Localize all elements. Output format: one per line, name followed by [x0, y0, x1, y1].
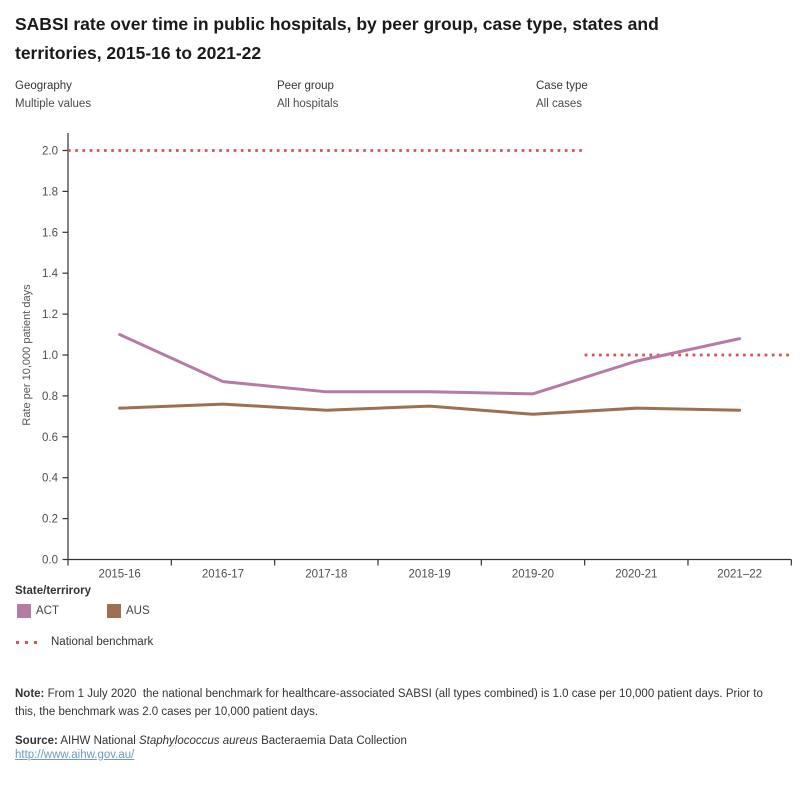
source-italic: Staphylococcus aureus	[139, 735, 258, 747]
benchmark-dots-icon	[16, 640, 43, 644]
legend-benchmark-label: National benchmark	[51, 636, 154, 648]
x-tick-label: 2015-16	[99, 569, 141, 581]
x-tick-label: 2016-17	[202, 569, 244, 581]
filter-peer-group[interactable]: Peer group All hospitals	[277, 78, 338, 112]
filter-geography-label: Geography	[15, 80, 72, 92]
filter-peer-group-label: Peer group	[277, 80, 334, 92]
x-tick-label: 2019-20	[512, 569, 554, 581]
y-tick-label: 1.8	[42, 186, 58, 198]
y-tick-label: 0.2	[42, 514, 58, 526]
legend-items: ACT AUS	[17, 604, 197, 618]
filter-peer-group-value[interactable]: All hospitals	[277, 98, 339, 110]
aus-swatch-icon	[107, 604, 121, 618]
source-post: Bacteraemia Data Collection	[257, 735, 407, 747]
legend-item-aus[interactable]: AUS	[107, 604, 197, 618]
y-tick-label: 1.6	[42, 227, 58, 239]
x-tick-label: 2021–22	[717, 569, 762, 581]
series-line-aus[interactable]	[118, 402, 742, 416]
source-pre: AIHW National	[57, 735, 139, 747]
note-text: From 1 July 2020 the national benchmark …	[15, 688, 767, 718]
filter-geography-value[interactable]: Multiple values	[15, 98, 92, 110]
line-chart: 0.0 0.2 0.4 0.6 0.8 1.0 1.2 1.4 1.6 1.8 2.0 2015-16…	[21, 133, 792, 581]
filter-case-type-label: Case type	[536, 80, 588, 92]
legend-item-act-label: ACT	[36, 605, 59, 617]
y-tick-label: 0.4	[42, 473, 59, 485]
note: Note: From 1 July 2020 the national benc…	[15, 685, 787, 721]
source-link[interactable]: http://www.aihw.gov.au/	[15, 749, 135, 761]
x-tick-label: 2017-18	[305, 569, 347, 581]
y-tick-label: 1.2	[42, 309, 58, 321]
legend-title: State/terrirory	[15, 585, 92, 597]
y-tick-label: 0.6	[42, 432, 58, 444]
source-label: Source:	[15, 735, 58, 747]
filter-geography[interactable]: Geography Multiple values	[15, 78, 91, 112]
y-tick-label: 1.4	[42, 268, 59, 280]
x-tick-label: 2018-19	[409, 569, 451, 581]
y-tick-label: 1.0	[42, 350, 58, 362]
y-tick-label: 0.8	[42, 391, 58, 403]
y-tick-label: 2.0	[42, 146, 58, 158]
legend-item-act[interactable]: ACT	[17, 604, 107, 618]
y-tick-label: 0.0	[42, 555, 58, 567]
filter-case-type-value[interactable]: All cases	[536, 98, 583, 110]
series-line-act[interactable]	[118, 333, 742, 396]
legend-benchmark[interactable]: National benchmark	[16, 636, 153, 648]
filter-case-type[interactable]: Case type All cases	[536, 78, 588, 112]
act-swatch-icon	[17, 604, 31, 618]
page-title: SABSI rate over time in public hospitals…	[15, 14, 659, 63]
y-axis-title: Rate per 10,000 patient days	[21, 284, 33, 426]
note-label: Note:	[15, 688, 45, 700]
x-tick-label: 2020-21	[615, 569, 657, 581]
legend-item-aus-label: AUS	[126, 605, 150, 617]
source: Source: AIHW National Staphylococcus aur…	[15, 732, 787, 750]
